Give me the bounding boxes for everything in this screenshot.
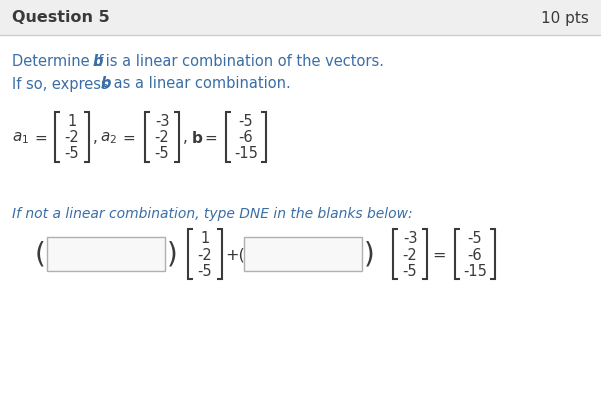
Text: -6: -6: [239, 130, 253, 145]
Text: +(: +(: [225, 247, 245, 262]
Text: -15: -15: [463, 263, 487, 278]
Text: -5: -5: [65, 146, 79, 161]
Text: -15: -15: [234, 146, 258, 161]
Text: b: b: [101, 76, 112, 91]
Text: 10 pts: 10 pts: [541, 11, 589, 25]
Text: -3: -3: [403, 231, 417, 246]
Text: ,: ,: [93, 130, 98, 145]
Text: Determine if: Determine if: [12, 54, 108, 70]
Text: (: (: [35, 240, 46, 268]
Text: =: =: [432, 247, 445, 262]
Text: $a_2$: $a_2$: [100, 130, 117, 146]
Text: ,: ,: [183, 130, 188, 145]
Text: ): ): [167, 240, 178, 268]
Text: ): ): [364, 240, 375, 268]
FancyBboxPatch shape: [47, 237, 165, 271]
Text: 1: 1: [67, 114, 76, 129]
Text: $a_1$: $a_1$: [12, 130, 29, 146]
Text: 1: 1: [200, 231, 210, 246]
FancyBboxPatch shape: [0, 0, 601, 36]
Text: -5: -5: [239, 114, 253, 129]
Text: =: =: [34, 130, 47, 145]
Text: =: =: [122, 130, 135, 145]
Text: -5: -5: [154, 146, 169, 161]
Text: -5: -5: [403, 263, 417, 278]
Text: Question 5: Question 5: [12, 11, 110, 25]
Text: b: b: [93, 54, 103, 70]
FancyBboxPatch shape: [244, 237, 362, 271]
Text: If not a linear combination, type DNE in the blanks below:: If not a linear combination, type DNE in…: [12, 207, 413, 220]
Text: -2: -2: [65, 130, 79, 145]
Text: -6: -6: [468, 247, 483, 262]
Text: as a linear combination.: as a linear combination.: [109, 76, 291, 91]
Text: is a linear combination of the vectors.: is a linear combination of the vectors.: [101, 54, 384, 70]
Text: -2: -2: [154, 130, 169, 145]
Text: $\mathbf{b}$: $\mathbf{b}$: [191, 130, 203, 146]
Text: =: =: [204, 130, 217, 145]
Text: -2: -2: [403, 247, 417, 262]
Text: If so, express: If so, express: [12, 76, 114, 91]
Text: -3: -3: [154, 114, 169, 129]
Text: -5: -5: [468, 231, 483, 246]
Text: -5: -5: [198, 263, 212, 278]
Text: -2: -2: [198, 247, 212, 262]
